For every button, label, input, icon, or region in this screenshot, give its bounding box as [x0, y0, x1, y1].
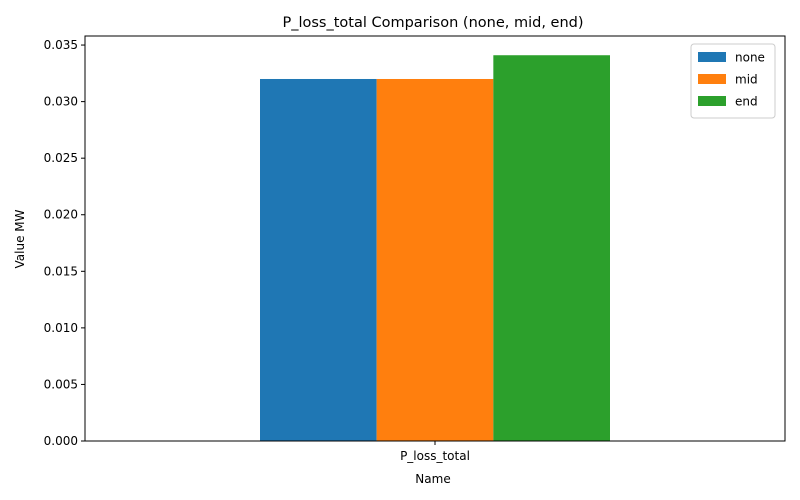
y-tick-label: 0.005	[44, 377, 78, 391]
y-axis-title: Value MW	[13, 209, 27, 268]
bar-mid	[376, 78, 494, 441]
y-tick-label: 0.010	[44, 321, 78, 335]
x-axis-title: Name	[415, 472, 450, 486]
legend-label-mid: mid	[735, 73, 758, 87]
chart-title: P_loss_total Comparison (none, mid, end)	[282, 15, 583, 31]
y-tick-label: 0.020	[44, 208, 78, 222]
y-axis: 0.000 0.005 0.010 0.015 0.020 0.025 0.030 0.035	[44, 38, 85, 448]
x-axis: P_loss_total	[400, 441, 470, 463]
bar-none	[260, 78, 377, 441]
legend-swatch-end	[698, 96, 726, 106]
x-tick-label: P_loss_total	[400, 449, 470, 463]
y-tick-label: 0.035	[44, 38, 78, 52]
y-tick-label: 0.030	[44, 95, 78, 109]
legend-swatch-none	[698, 52, 726, 62]
legend-label-none: none	[735, 51, 765, 65]
bars-group	[260, 55, 610, 441]
legend: none mid end	[690, 43, 776, 119]
bar-end	[493, 55, 610, 441]
plot-frame	[84, 35, 786, 442]
y-tick-label: 0.025	[44, 151, 78, 165]
y-tick-label: 0.000	[44, 434, 78, 448]
y-tick-label: 0.015	[44, 264, 78, 278]
legend-label-end: end	[735, 95, 758, 109]
legend-swatch-mid	[698, 74, 726, 84]
